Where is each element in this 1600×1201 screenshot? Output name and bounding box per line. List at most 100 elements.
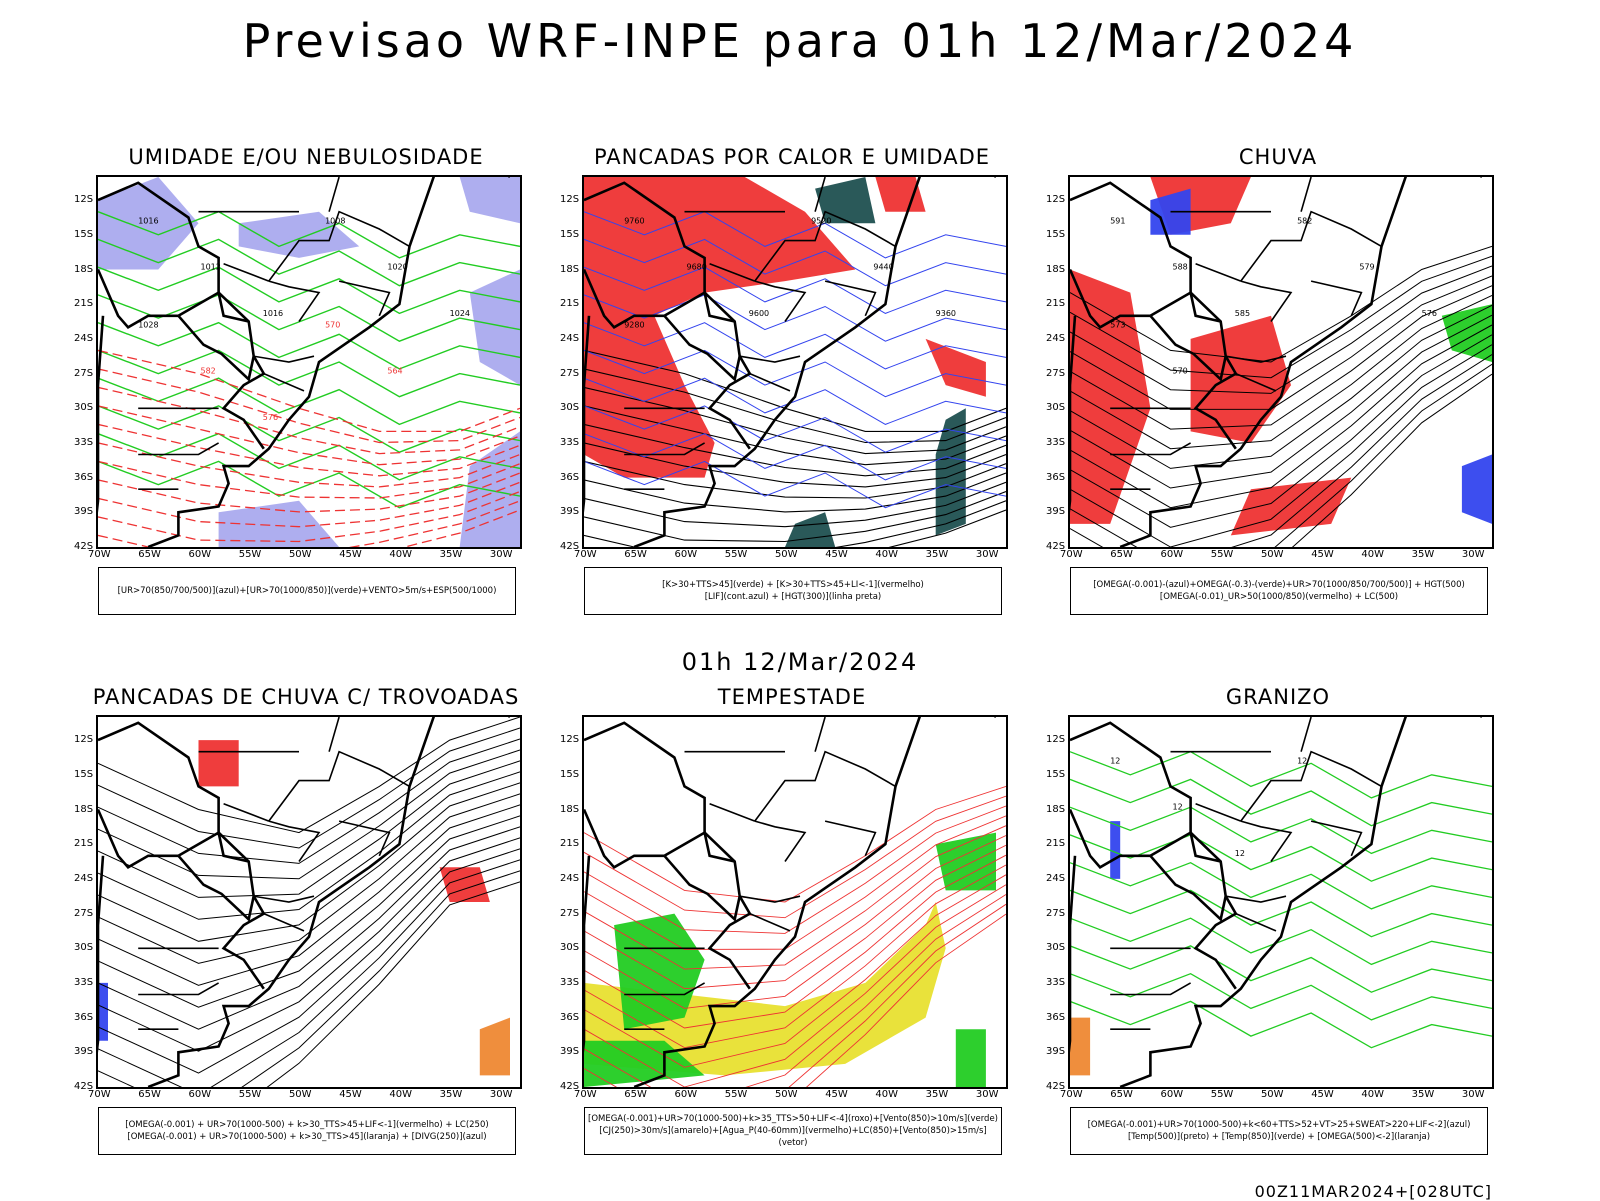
legend-box: [OMEGA(-0.001) + UR>70(1000-500) + k>30_… bbox=[98, 1107, 516, 1155]
contour-value-label: 1012 bbox=[200, 263, 220, 272]
contour-line bbox=[1070, 324, 1492, 509]
map-canvas bbox=[98, 717, 520, 1087]
contour-value-label: 1028 bbox=[138, 320, 158, 329]
state-border bbox=[749, 372, 791, 392]
map-area: 591 588 585 582 579 576 573 570 bbox=[1068, 175, 1494, 549]
latitude-tick-label: 12S bbox=[1046, 734, 1066, 746]
latitude-tick-label: 36S bbox=[74, 1011, 94, 1023]
contour-value-label: 9600 bbox=[749, 309, 769, 318]
state-border bbox=[328, 717, 340, 752]
contour-line bbox=[584, 460, 1006, 499]
state-border bbox=[268, 820, 321, 862]
contour-line bbox=[98, 386, 520, 455]
latitude-tick-label: 42S bbox=[74, 541, 94, 552]
contour-line bbox=[98, 423, 520, 477]
state-border bbox=[1225, 355, 1287, 363]
country-border bbox=[98, 315, 105, 513]
longitude-tick-label: 40W bbox=[389, 1089, 413, 1100]
blue-field-area bbox=[1110, 821, 1121, 879]
latitude-tick-label: 18S bbox=[560, 263, 580, 275]
legend-line: [OMEGA(-0.001)-(azul)+OMEGA(-0.3)-(verde… bbox=[1093, 580, 1465, 590]
latitude-tick-label: 24S bbox=[1046, 332, 1066, 344]
contour-line bbox=[1070, 917, 1492, 966]
contour-line bbox=[1070, 285, 1492, 430]
latitude-tick-label: 33S bbox=[74, 436, 94, 448]
contour-value-label: 1020 bbox=[387, 263, 407, 272]
contour-value-label: 12 bbox=[1235, 849, 1245, 858]
longitude-tick-label: 55W bbox=[1210, 549, 1234, 560]
latitude-tick-label: 42S bbox=[1046, 1081, 1066, 1092]
latitude-tick-label: 33S bbox=[560, 976, 580, 988]
latitude-tick-label: 36S bbox=[1046, 471, 1066, 483]
latitude-tick-label: 15S bbox=[560, 768, 580, 780]
longitude-tick-label: 70W bbox=[1060, 1089, 1083, 1100]
contour-line bbox=[98, 405, 520, 466]
contour-value-label: 9360 bbox=[936, 309, 956, 318]
contour-line bbox=[98, 294, 520, 342]
state-border bbox=[1310, 820, 1363, 857]
blue-field-area bbox=[1461, 454, 1492, 524]
country-border bbox=[1149, 314, 1227, 382]
latitude-tick-label: 12S bbox=[74, 734, 94, 746]
run-timestamp: 00Z11MAR2024+[028UTC] bbox=[1254, 1182, 1492, 1201]
contour-value-label: 576 bbox=[263, 413, 278, 422]
latitude-tick-label: 27S bbox=[560, 367, 580, 379]
state-border bbox=[1240, 280, 1293, 322]
contour-value-label: 1024 bbox=[450, 309, 470, 318]
latitude-tick-label: 36S bbox=[560, 471, 580, 483]
country-border bbox=[663, 290, 735, 323]
contour-line bbox=[584, 805, 1006, 934]
country-border bbox=[147, 177, 510, 547]
latitude-tick-label: 36S bbox=[560, 1011, 580, 1023]
map-panel-3: CHUVA 591 588 585 582 579 576 573 570 12S 15S 18S 21… bbox=[1038, 145, 1518, 625]
longitude-tick-label: 50W bbox=[774, 549, 798, 560]
map-canvas: 12 12 12 12 bbox=[1070, 717, 1492, 1087]
contour-line bbox=[584, 211, 1006, 259]
lavender-field-area bbox=[98, 177, 199, 270]
latitude-tick-label: 21S bbox=[74, 838, 94, 850]
legend-box: [K>30+TTS>45](verde) + [K>30+TTS>45+LI<-… bbox=[584, 567, 1002, 615]
legend-line: [OMEGA(-0.01)_UR>50(1000/850)(vermelho) … bbox=[1159, 592, 1399, 602]
contour-line bbox=[584, 423, 1006, 477]
state-border bbox=[338, 280, 391, 317]
longitude-tick-label: 30W bbox=[1461, 549, 1485, 560]
longitude-tick-label: 55W bbox=[724, 549, 748, 560]
longitude-tick-label: 55W bbox=[1210, 1089, 1234, 1100]
contour-line bbox=[98, 771, 520, 920]
longitude-tick-label: 70W bbox=[574, 549, 597, 560]
state-border bbox=[1110, 982, 1191, 996]
country-border bbox=[98, 268, 179, 329]
state-border bbox=[814, 717, 826, 752]
contour-line bbox=[98, 500, 520, 547]
longitude-tick-label: 40W bbox=[875, 549, 899, 560]
panel-title: UMIDADE E/OU NEBULOSIDADE bbox=[128, 145, 484, 169]
latitude-tick-label: 39S bbox=[74, 1046, 94, 1058]
contour-value-label: 570 bbox=[1172, 367, 1187, 376]
country-border bbox=[584, 315, 591, 513]
map-canvas bbox=[584, 717, 1006, 1087]
latitude-tick-label: 12S bbox=[1046, 194, 1066, 206]
country-border bbox=[1119, 717, 1482, 1087]
contour-line bbox=[98, 859, 520, 1087]
country-border bbox=[1070, 315, 1077, 513]
longitude-tick-label: 55W bbox=[238, 1089, 262, 1100]
state-border bbox=[824, 820, 877, 857]
contour-line bbox=[98, 238, 520, 287]
panel-title: PANCADAS POR CALOR E UMIDADE bbox=[593, 145, 991, 169]
contour-line bbox=[1070, 1000, 1492, 1049]
state-border bbox=[754, 750, 896, 822]
map-area bbox=[582, 715, 1008, 1089]
latitude-tick-label: 21S bbox=[1046, 298, 1066, 310]
map-panel-1: UMIDADE E/OU NEBULOSIDADE 1016 1012 1016 100… bbox=[66, 145, 546, 625]
contour-line bbox=[584, 377, 1006, 425]
legend-line: [OMEGA(-0.001) + UR>70(1000-500) + k>30_… bbox=[127, 1132, 487, 1142]
state-border bbox=[1310, 280, 1363, 317]
red-field-area bbox=[875, 177, 926, 212]
contour-line bbox=[584, 874, 1006, 1068]
latitude-tick-label: 15S bbox=[74, 768, 94, 780]
contour-line bbox=[1070, 889, 1492, 938]
contour-line bbox=[584, 405, 1006, 466]
longitude-tick-label: 50W bbox=[1260, 1089, 1284, 1100]
map-area bbox=[96, 715, 522, 1089]
legend-box: [OMEGA(-0.001)+UR>70(1000-500)+k<60+TTS>… bbox=[1070, 1107, 1488, 1155]
